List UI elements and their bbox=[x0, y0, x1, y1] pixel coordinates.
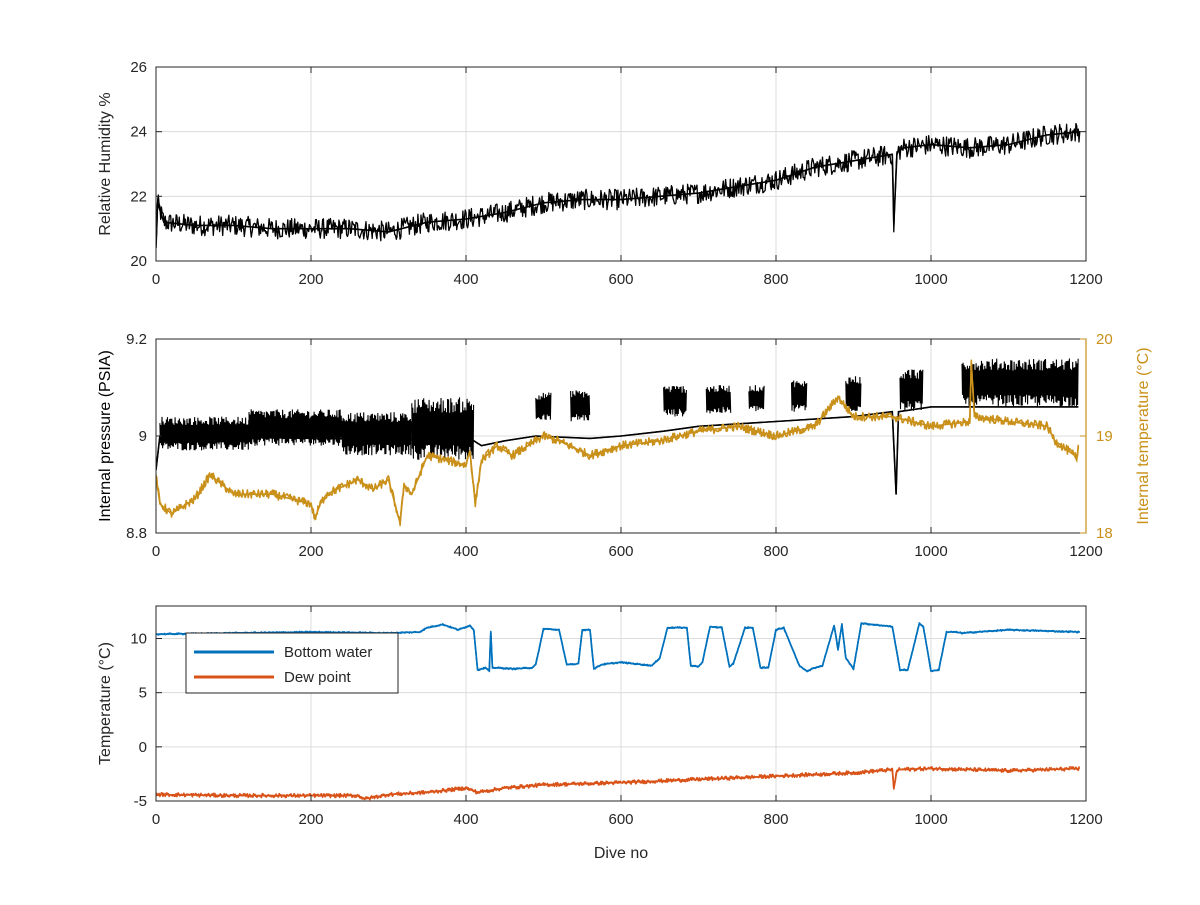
x-tick-label: 400 bbox=[453, 271, 478, 288]
series-1-band bbox=[663, 385, 687, 417]
y-tick-label: 8.8 bbox=[126, 525, 147, 542]
series-1-band bbox=[411, 397, 475, 460]
panel-1: 0 200 400 600 800 1000 1200 20 22 24 26 Relative Hu… bbox=[97, 59, 1103, 288]
x-tick-label: 200 bbox=[298, 811, 323, 828]
x-tick-label: 1000 bbox=[914, 271, 947, 288]
series-1-band bbox=[535, 392, 552, 420]
legend-label: Bottom water bbox=[284, 644, 372, 661]
plot-content bbox=[156, 358, 1080, 527]
y-tick-label: 5 bbox=[139, 685, 147, 702]
x-tick-label: 800 bbox=[763, 271, 788, 288]
y-right-axis-label: Internal temperature (°C) bbox=[1135, 347, 1152, 524]
x-tick-label: 1000 bbox=[914, 811, 947, 828]
y-right-tick-label: 19 bbox=[1096, 428, 1113, 445]
y-tick-label: 26 bbox=[130, 59, 147, 76]
y-tick-label: 20 bbox=[130, 253, 147, 270]
dew-point-trend bbox=[156, 767, 1080, 800]
series-1-band bbox=[790, 380, 808, 412]
plot-content bbox=[156, 122, 1081, 249]
y-tick-label: 9 bbox=[139, 428, 147, 445]
x-tick-label: 400 bbox=[453, 543, 478, 560]
y-tick-label: 10 bbox=[130, 631, 147, 648]
panel-3: 0 200 400 600 800 1000 1200 -5 0 5 10 Temperature (… bbox=[97, 605, 1103, 862]
x-tick-label: 600 bbox=[608, 543, 633, 560]
series-1-band bbox=[705, 385, 732, 414]
x-tick-label: 1200 bbox=[1069, 271, 1102, 288]
x-tick-label: 400 bbox=[453, 811, 478, 828]
series-1-band bbox=[748, 385, 765, 412]
x-tick-label: 200 bbox=[298, 271, 323, 288]
x-tick-label: 600 bbox=[608, 811, 633, 828]
plot-content bbox=[156, 621, 1081, 801]
legend-box bbox=[185, 632, 399, 694]
x-tick-label: 0 bbox=[152, 543, 160, 560]
y-axis-label: Temperature (°C) bbox=[97, 642, 114, 765]
series-1-band bbox=[341, 412, 412, 456]
y-right-tick-label: 18 bbox=[1096, 525, 1113, 542]
y-right-tick-label: 20 bbox=[1096, 331, 1113, 348]
x-tick-label: 600 bbox=[608, 271, 633, 288]
y-tick-label: 9.2 bbox=[126, 331, 147, 348]
panel-2: 0 200 400 600 800 1000 1200 8.8 9 9.2 18 19 20 Intern… bbox=[97, 331, 1152, 560]
y-tick-label: 22 bbox=[130, 188, 147, 205]
series-1-band bbox=[845, 376, 862, 411]
x-tick-label: 0 bbox=[152, 811, 160, 828]
series-1-line bbox=[156, 122, 1081, 245]
y-axis-label: Relative Humidity % bbox=[97, 92, 114, 235]
x-tick-label: 0 bbox=[152, 271, 160, 288]
series-1-band bbox=[570, 390, 591, 422]
series-1-trend bbox=[156, 406, 1079, 495]
x-tick-label: 800 bbox=[763, 543, 788, 560]
x-tick-label: 200 bbox=[298, 543, 323, 560]
y-tick-label: -5 bbox=[134, 793, 147, 810]
series-1-band bbox=[248, 409, 343, 446]
series-1-band bbox=[159, 416, 250, 451]
x-tick-label: 800 bbox=[763, 811, 788, 828]
y-axis-label: Internal pressure (PSIA) bbox=[97, 350, 114, 522]
series-1-band bbox=[961, 358, 1079, 407]
y-tick-label: 24 bbox=[130, 124, 147, 141]
x-tick-label: 1200 bbox=[1069, 543, 1102, 560]
series-1-trend bbox=[156, 130, 1080, 249]
x-axis-label: Dive no bbox=[594, 845, 648, 862]
x-tick-label: 1200 bbox=[1069, 811, 1102, 828]
bottom-water-trend bbox=[156, 621, 1080, 673]
legend: Bottom water Dew point bbox=[185, 632, 399, 694]
y-tick-label: 0 bbox=[139, 739, 147, 756]
series-2-trend bbox=[156, 363, 1080, 524]
x-tick-label: 1000 bbox=[914, 543, 947, 560]
legend-label: Dew point bbox=[284, 669, 352, 686]
